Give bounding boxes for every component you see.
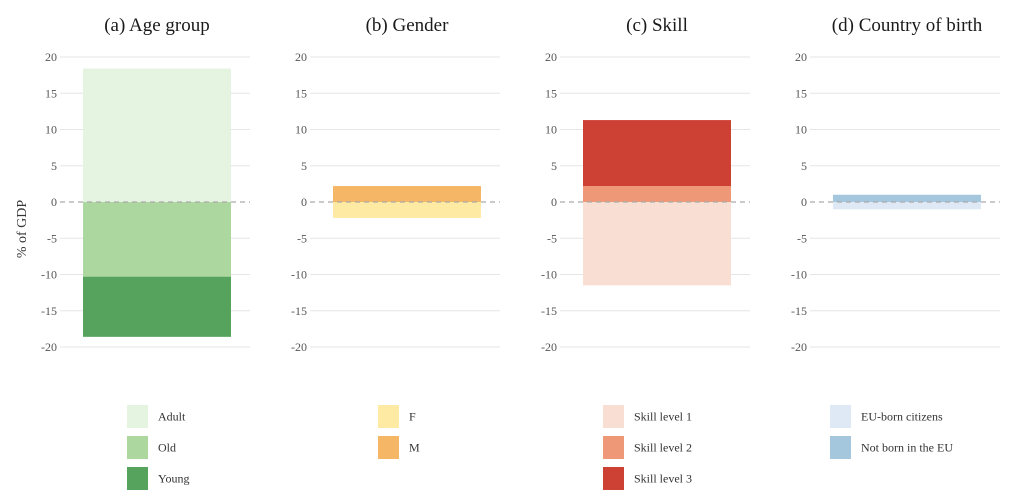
- legend-swatch: [603, 405, 624, 428]
- legend-label: Adult: [158, 410, 186, 424]
- y-tick-label: 0: [301, 195, 307, 209]
- y-tick-label: 10: [45, 123, 57, 137]
- y-tick-label: 20: [45, 50, 57, 64]
- legend-label: Skill level 2: [634, 441, 692, 455]
- legend-swatch: [603, 467, 624, 490]
- y-tick-label: -15: [541, 304, 557, 318]
- legend-swatch: [378, 436, 399, 459]
- y-tick-label: 0: [801, 195, 807, 209]
- panel-title: (d) Country of birth: [832, 15, 983, 36]
- legend-swatch: [603, 436, 624, 459]
- y-axis-label: % of GDP: [15, 200, 30, 259]
- y-tick-label: -15: [791, 304, 807, 318]
- y-tick-label: 5: [551, 159, 557, 173]
- bar-segment: [83, 68, 231, 202]
- panel-3: (c) Skill 20 15 10 5 0 -5 -10 -15 -20 Skill level …: [541, 15, 750, 490]
- y-tick-label: 15: [795, 86, 807, 100]
- y-tick-label: 5: [301, 159, 307, 173]
- legend-swatch: [127, 436, 148, 459]
- y-tick-label: 15: [295, 86, 307, 100]
- y-tick-label: -10: [41, 268, 57, 282]
- bar-segment: [583, 120, 731, 187]
- legend-label: Old: [158, 441, 176, 455]
- y-tick-label: 5: [51, 159, 57, 173]
- legend-label: Skill level 3: [634, 472, 692, 486]
- bar-segment: [583, 186, 731, 202]
- bar-segment: [583, 202, 731, 286]
- y-tick-label: 10: [545, 123, 557, 137]
- bar-segment: [333, 186, 481, 202]
- y-tick-label: -20: [791, 340, 807, 354]
- bar-segment: [83, 276, 231, 337]
- y-tick-label: -20: [41, 340, 57, 354]
- panel-1: (a) Age group 20 15 10 5 0 -5 -10 -15 -20 Adult Old…: [41, 15, 250, 490]
- panel-4: (d) Country of birth 20 15 10 5 0 -5 -10 -15 -20 E…: [791, 15, 1000, 459]
- legend-label: F: [409, 410, 416, 424]
- legend-swatch: [127, 405, 148, 428]
- panel-title: (b) Gender: [366, 15, 449, 36]
- legend-swatch: [378, 405, 399, 428]
- bar-segment: [333, 202, 481, 218]
- y-tick-label: 10: [295, 123, 307, 137]
- y-tick-label: 10: [795, 123, 807, 137]
- y-tick-label: -20: [541, 340, 557, 354]
- y-tick-label: -5: [47, 231, 57, 245]
- legend-label: Skill level 1: [634, 410, 692, 424]
- y-tick-label: -5: [297, 231, 307, 245]
- legend-swatch: [830, 436, 851, 459]
- bar-segment: [833, 202, 981, 210]
- bar-segment: [83, 202, 231, 277]
- y-tick-label: -5: [797, 231, 807, 245]
- chart-panels: (a) Age group 20 15 10 5 0 -5 -10 -15 -20 Adult Old…: [41, 15, 1000, 490]
- legend-label: Not born in the EU: [861, 441, 953, 455]
- panel-title: (a) Age group: [104, 15, 210, 36]
- y-tick-label: -15: [291, 304, 307, 318]
- legend-label: M: [409, 441, 420, 455]
- y-tick-label: -20: [291, 340, 307, 354]
- y-tick-label: 20: [795, 50, 807, 64]
- y-tick-label: 20: [545, 50, 557, 64]
- panel-title: (c) Skill: [626, 15, 688, 36]
- y-tick-label: -10: [541, 268, 557, 282]
- legend-swatch: [127, 467, 148, 490]
- y-tick-label: 5: [801, 159, 807, 173]
- panel-2: (b) Gender 20 15 10 5 0 -5 -10 -15 -20 F M: [291, 15, 500, 459]
- y-tick-label: 20: [295, 50, 307, 64]
- y-tick-label: -10: [291, 268, 307, 282]
- y-tick-label: -15: [41, 304, 57, 318]
- y-tick-label: 15: [45, 86, 57, 100]
- legend-swatch: [830, 405, 851, 428]
- y-tick-label: -10: [791, 268, 807, 282]
- legend-label: Young: [158, 472, 189, 486]
- bar-segment: [833, 194, 981, 202]
- legend-label: EU-born citizens: [861, 410, 943, 424]
- y-tick-label: 15: [545, 86, 557, 100]
- y-tick-label: -5: [547, 231, 557, 245]
- y-tick-label: 0: [51, 195, 57, 209]
- y-tick-label: 0: [551, 195, 557, 209]
